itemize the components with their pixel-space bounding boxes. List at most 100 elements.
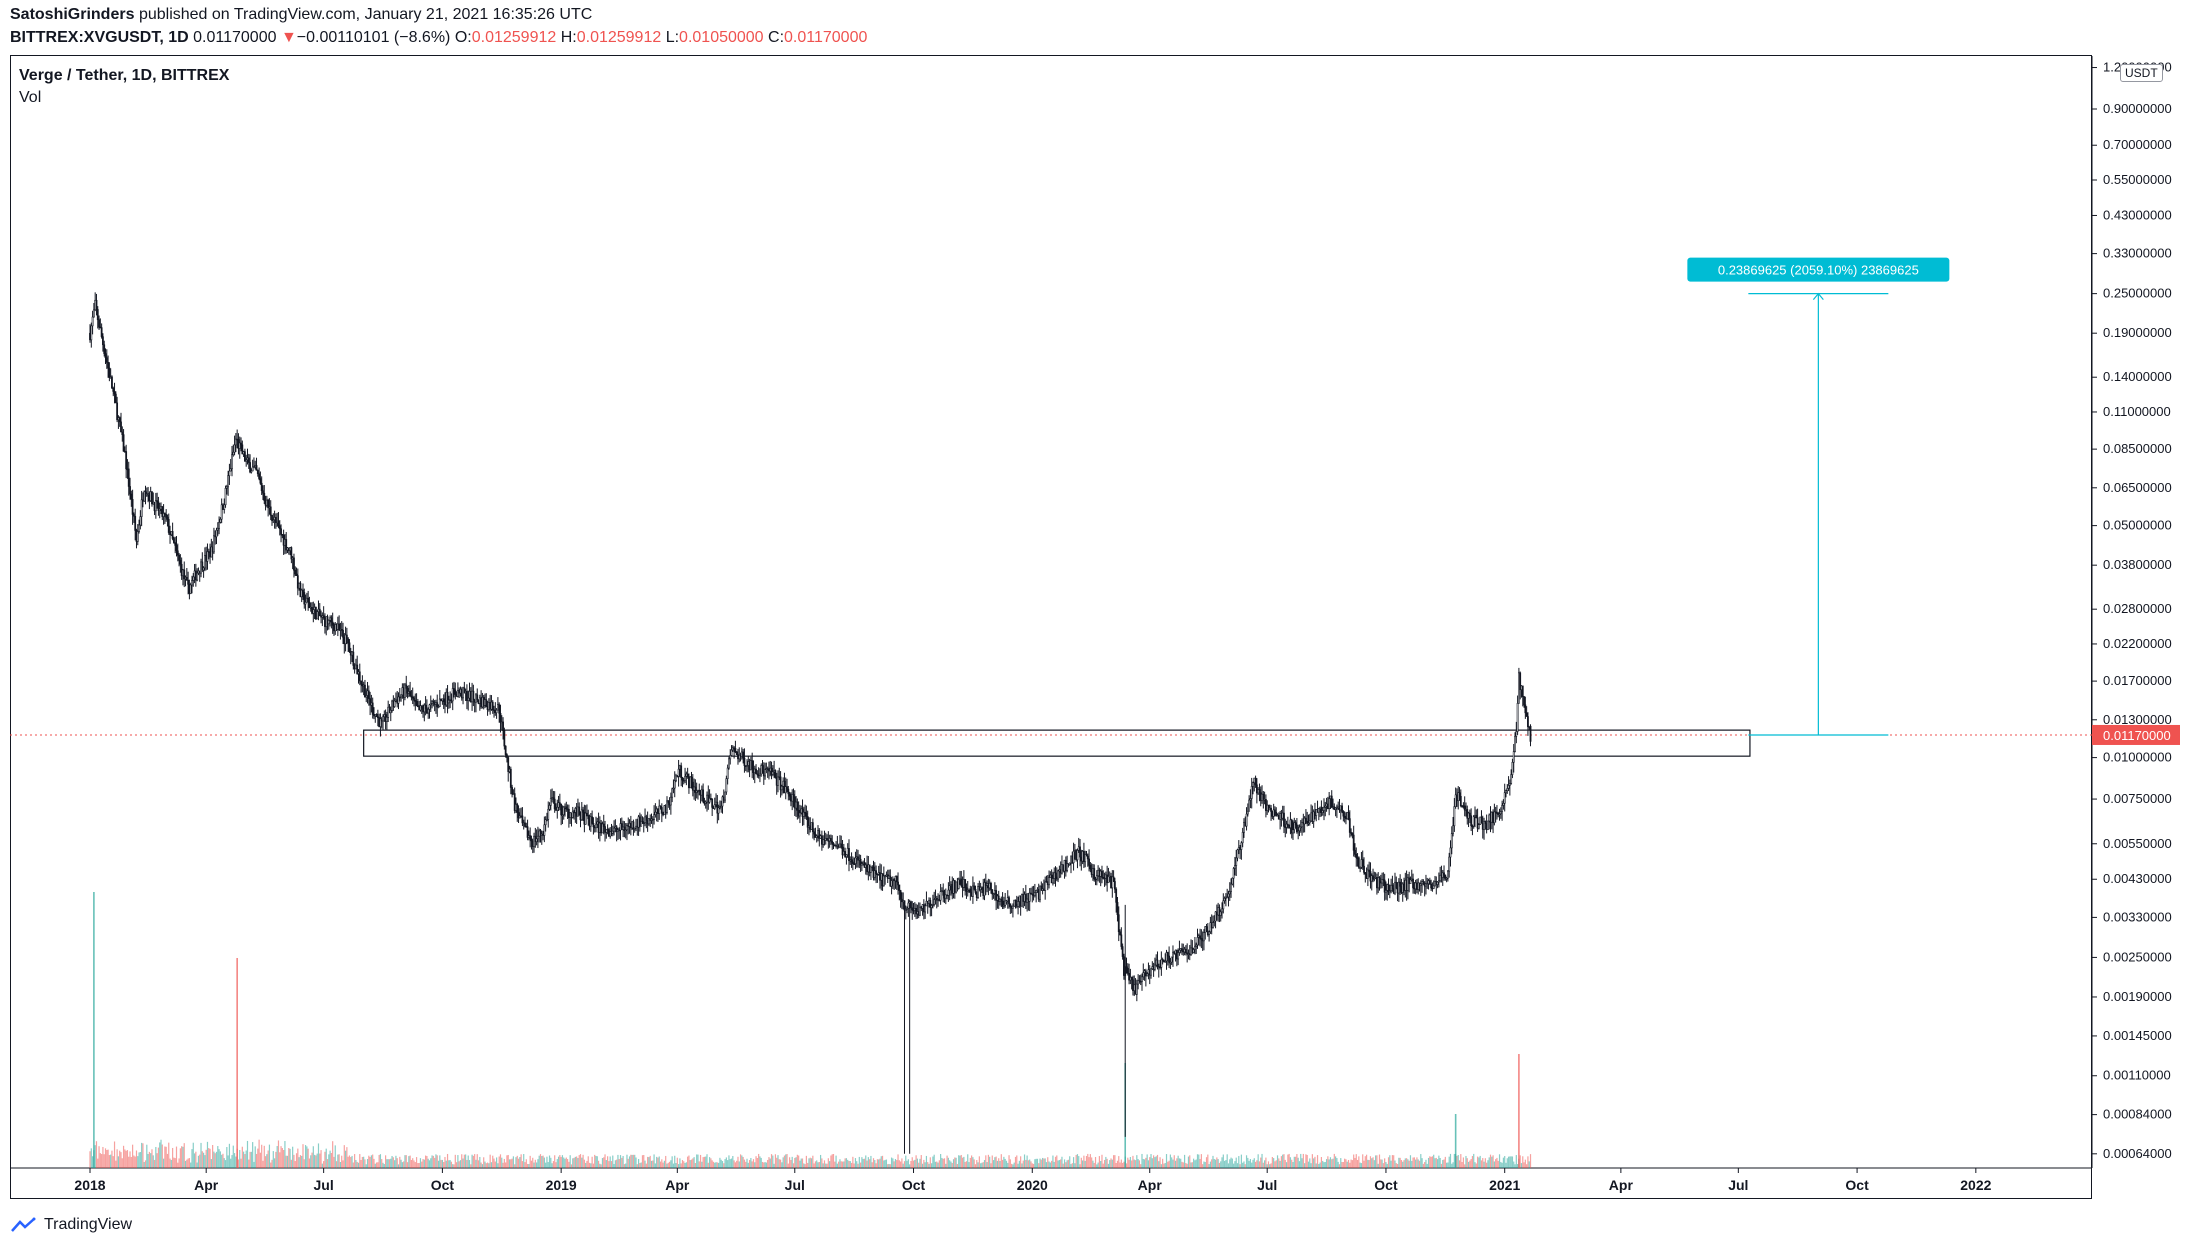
volume-bar bbox=[1134, 1160, 1137, 1168]
volume-bar bbox=[807, 1162, 809, 1168]
volume-bar bbox=[1345, 1159, 1347, 1168]
candle-body bbox=[290, 547, 293, 560]
candle-body bbox=[898, 884, 901, 891]
volume-bar bbox=[117, 1156, 120, 1168]
currency-unit-badge[interactable]: USDT bbox=[2120, 64, 2163, 82]
candle-body bbox=[645, 816, 648, 821]
volume-bar bbox=[205, 1149, 207, 1168]
volume-bar bbox=[395, 1155, 397, 1168]
volume-bar bbox=[885, 1159, 888, 1168]
candle-body bbox=[1274, 809, 1276, 813]
candle-body bbox=[1218, 907, 1221, 916]
volume-legend[interactable]: Vol bbox=[19, 89, 42, 106]
candle-body bbox=[947, 889, 950, 896]
volume-bar bbox=[1403, 1160, 1405, 1168]
volume-bar bbox=[98, 1146, 100, 1168]
volume-bar bbox=[1115, 1162, 1117, 1168]
candle-body bbox=[1184, 948, 1187, 954]
volume-bar bbox=[790, 1159, 792, 1168]
candle-body bbox=[1164, 960, 1167, 963]
candle-body bbox=[1502, 803, 1505, 806]
volume-bar bbox=[410, 1159, 413, 1168]
volume-bar bbox=[409, 1155, 411, 1168]
candle-body bbox=[262, 490, 264, 494]
volume-bar bbox=[854, 1158, 857, 1168]
volume-bar bbox=[1162, 1158, 1164, 1168]
candle-body bbox=[280, 528, 282, 535]
volume-bar bbox=[1145, 1157, 1147, 1168]
candle-body bbox=[969, 888, 972, 893]
candle-body bbox=[202, 567, 205, 571]
candle-body bbox=[1246, 810, 1249, 815]
volume-bar bbox=[874, 1160, 876, 1168]
candle-body bbox=[602, 823, 605, 827]
candle-body bbox=[249, 462, 251, 473]
candle-body bbox=[524, 822, 526, 827]
candle-body bbox=[437, 706, 440, 708]
candle-body bbox=[709, 798, 712, 800]
candle-body bbox=[1315, 808, 1318, 816]
volume-bar bbox=[1276, 1155, 1279, 1168]
candle-body bbox=[345, 634, 348, 640]
volume-bar bbox=[692, 1158, 694, 1168]
volume-bar bbox=[1181, 1161, 1183, 1168]
volume-bar bbox=[800, 1158, 802, 1168]
volume-bar bbox=[761, 1161, 764, 1168]
volume-bar bbox=[1400, 1160, 1403, 1168]
candle-body bbox=[451, 688, 454, 702]
candle-body bbox=[897, 881, 899, 886]
volume-bar bbox=[458, 1161, 460, 1168]
volume-bar bbox=[1004, 1158, 1006, 1168]
volume-bar bbox=[645, 1163, 647, 1168]
candle-body bbox=[818, 830, 821, 839]
candle-body bbox=[427, 709, 430, 714]
candle-body bbox=[185, 577, 188, 581]
candle-body bbox=[906, 908, 908, 910]
candle-body bbox=[521, 815, 524, 824]
volume-bar bbox=[449, 1160, 451, 1168]
volume-bar bbox=[1424, 1162, 1426, 1168]
candle-body bbox=[352, 651, 355, 666]
volume-bar bbox=[752, 1159, 755, 1168]
volume-bar bbox=[1036, 1158, 1039, 1168]
candle-body bbox=[1107, 876, 1110, 884]
volume-bar bbox=[1107, 1163, 1110, 1168]
volume-bar bbox=[215, 1151, 218, 1168]
candle-body bbox=[1306, 820, 1309, 824]
volume-bar bbox=[596, 1156, 598, 1168]
candle-body bbox=[302, 589, 304, 593]
volume-bar bbox=[532, 1157, 534, 1168]
volume-bar bbox=[124, 1149, 126, 1168]
volume-bar bbox=[773, 1163, 775, 1168]
volume-bar bbox=[827, 1158, 829, 1168]
candle-body bbox=[365, 695, 368, 698]
candle-body bbox=[167, 519, 170, 533]
close-value: 0.01170000 bbox=[784, 29, 868, 46]
volume-bar bbox=[689, 1160, 691, 1168]
volume-bar bbox=[1292, 1162, 1294, 1168]
volume-bar bbox=[1517, 1164, 1519, 1168]
series-legend[interactable]: Verge / Tether, 1D, BITTREX bbox=[19, 67, 230, 84]
candle-body bbox=[218, 522, 220, 529]
volume-bar bbox=[268, 1144, 271, 1168]
volume-bar bbox=[661, 1159, 663, 1168]
price-tick-label: 0.05000000 bbox=[2103, 518, 2172, 533]
candle-body bbox=[1178, 949, 1181, 953]
volume-bar bbox=[428, 1160, 431, 1168]
candle-body bbox=[304, 601, 307, 605]
candle-body bbox=[1436, 881, 1439, 885]
volume-bar bbox=[636, 1164, 638, 1168]
volume-bar bbox=[537, 1159, 539, 1168]
symbol-label: BITTREX:XVGUSDT, 1D bbox=[10, 29, 189, 46]
volume-bar bbox=[241, 1146, 243, 1168]
volume-bar bbox=[521, 1161, 524, 1168]
footer-brand[interactable]: TradingView bbox=[10, 1216, 132, 1234]
candle-body bbox=[591, 816, 594, 824]
support-zone-rectangle bbox=[363, 729, 1751, 757]
volume-bar bbox=[499, 1154, 502, 1168]
candle-body bbox=[442, 698, 445, 703]
volume-bar bbox=[847, 1159, 849, 1168]
volume-bar bbox=[1476, 1156, 1479, 1168]
candle-body bbox=[1463, 805, 1466, 811]
